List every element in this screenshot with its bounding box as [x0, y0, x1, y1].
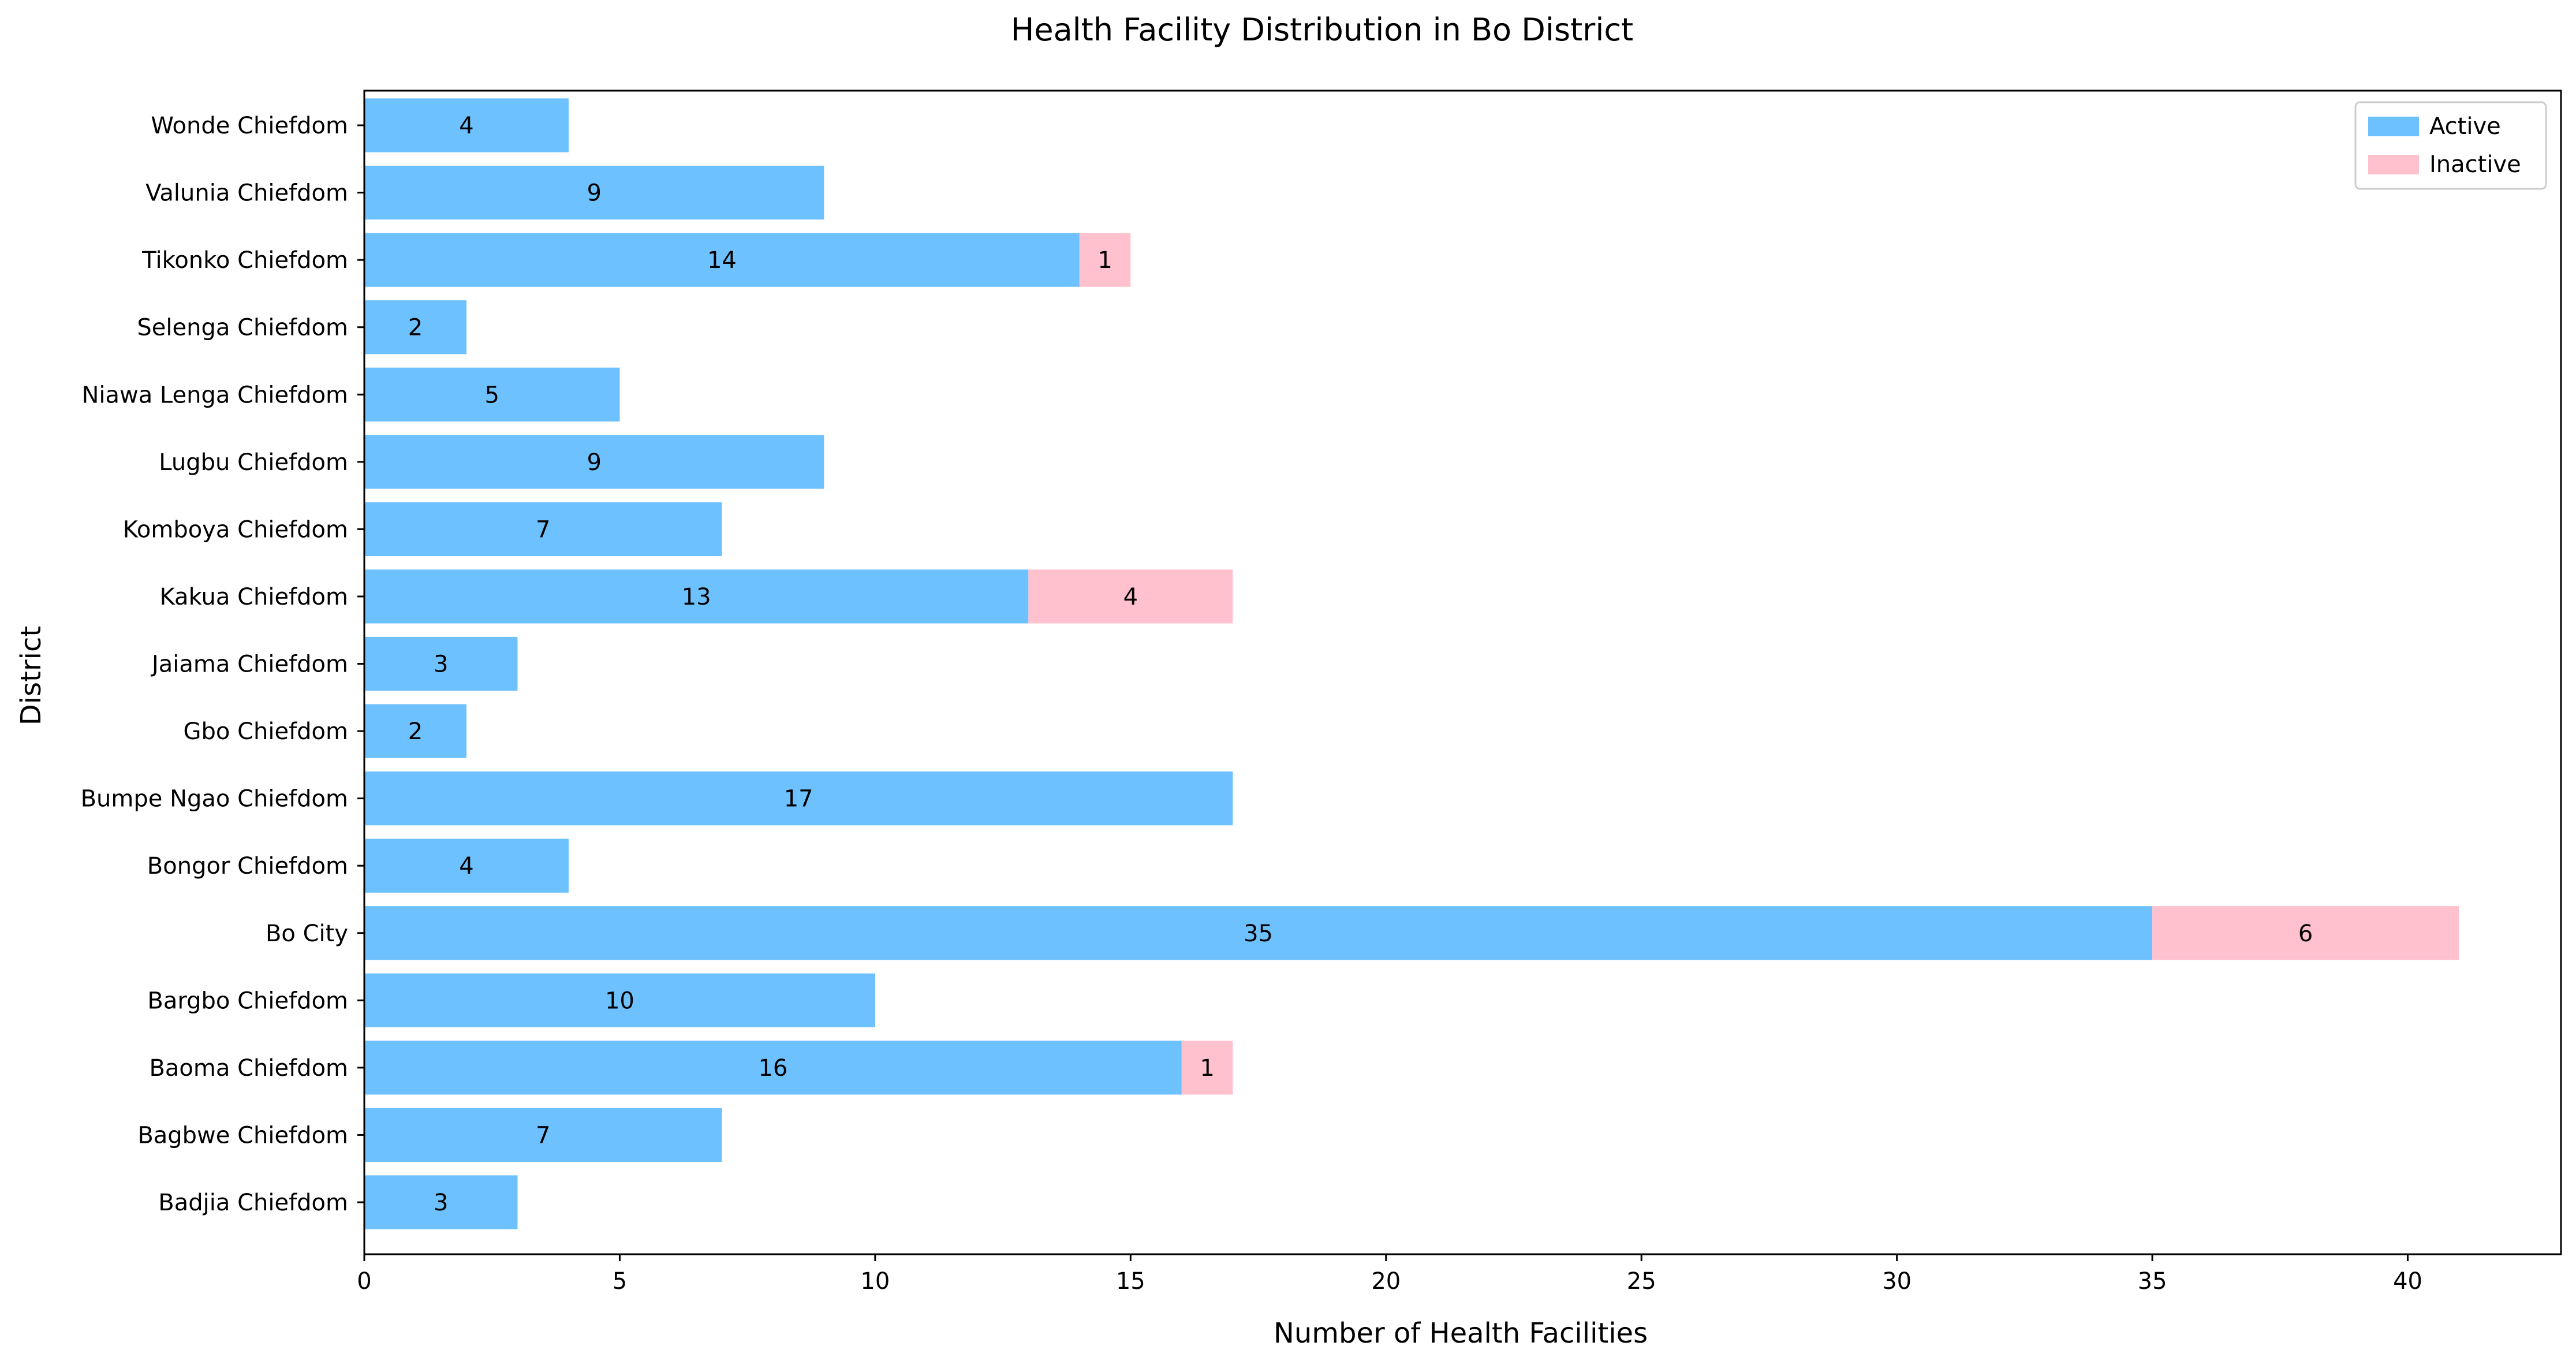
bar-value-label-active-wonde-chiefdom: 4 — [459, 113, 473, 139]
bar-value-label-active-bumpe-ngao-chiefdom: 17 — [784, 786, 813, 812]
bar-inactive-kakua-chiefdom — [1028, 569, 1233, 624]
legend: Active Inactive — [2354, 101, 2547, 190]
bar-active-komboya-chiefdom — [364, 502, 722, 556]
bar-active-badjia-chiefdom — [364, 1175, 518, 1229]
y-tick-label: Bo City — [266, 920, 348, 947]
x-tick-label: 35 — [2138, 1268, 2167, 1295]
bar-value-label-active-bargbo-chiefdom: 10 — [605, 987, 634, 1014]
chart-title: Health Facility Distribution in Bo Distr… — [1011, 12, 1633, 48]
y-tick-label: Bongor Chiefdom — [147, 853, 348, 879]
x-tick-label: 30 — [1882, 1268, 1912, 1295]
bar-value-label-active-komboya-chiefdom: 7 — [536, 516, 550, 543]
x-axis-ticks: 0 5 10 15 20 25 30 35 40 — [357, 1254, 2422, 1295]
bar-active-bumpe-ngao-chiefdom — [364, 771, 1233, 826]
bar-value-labels: 3 7 16 1 10 35 6 4 17 2 3 13 4 7 9 5 2 14 1 9 4 — [408, 113, 2313, 1216]
bar-active-bargbo-chiefdom — [364, 973, 875, 1027]
bar-value-label-inactive-kakua-chiefdom: 4 — [1123, 584, 1138, 610]
x-axis-label: Number of Health Facilities — [1274, 1317, 1648, 1350]
legend-swatch-inactive — [2368, 155, 2419, 174]
bar-active-bagbwe-chiefdom — [364, 1108, 722, 1162]
y-tick-label: Komboya Chiefdom — [123, 516, 348, 543]
bar-inactive-tikonko-chiefdom — [1079, 233, 1131, 287]
y-tick-label: Wonde Chiefdom — [151, 113, 348, 139]
bar-active-niawa-lenga-chiefdom — [364, 367, 620, 422]
y-axis-label: District — [15, 626, 47, 725]
bar-active-valunia-chiefdom — [364, 165, 824, 220]
y-axis-ticks: Badjia Chiefdom Bagbwe Chiefdom Baoma Chie… — [81, 113, 364, 1216]
bar-value-label-inactive-tikonko-chiefdom: 1 — [1097, 247, 1112, 274]
y-tick-label: Selenga Chiefdom — [137, 315, 348, 341]
bar-active-bo-city — [364, 906, 2153, 960]
bar-value-label-inactive-bo-city: 6 — [2298, 920, 2313, 947]
bar-value-label-active-bagbwe-chiefdom: 7 — [536, 1122, 550, 1149]
bar-value-label-active-tikonko-chiefdom: 14 — [707, 247, 737, 274]
bar-active-wonde-chiefdom — [364, 98, 569, 152]
legend-swatch-active — [2368, 117, 2419, 136]
y-tick-label: Baoma Chiefdom — [149, 1055, 348, 1082]
x-tick-label: 15 — [1116, 1268, 1145, 1295]
bar-value-label-active-kakua-chiefdom: 13 — [682, 584, 711, 610]
bar-value-label-active-lugbu-chiefdom: 9 — [587, 449, 601, 476]
bar-value-label-inactive-baoma-chiefdom: 1 — [1200, 1055, 1214, 1082]
x-tick-label: 5 — [613, 1268, 627, 1295]
legend-label-active: Active — [2429, 113, 2501, 140]
bar-value-label-active-gbo-chiefdom: 2 — [408, 718, 423, 745]
bar-value-label-active-jaiama-chiefdom: 3 — [434, 651, 448, 678]
y-tick-label: Tikonko Chiefdom — [141, 247, 348, 274]
bar-active-tikonko-chiefdom — [364, 233, 1080, 287]
y-tick-label: Jaiama Chiefdom — [150, 651, 348, 678]
y-tick-label: Valunia Chiefdom — [145, 180, 348, 207]
bar-active-gbo-chiefdom — [364, 704, 466, 758]
y-tick-label: Bumpe Ngao Chiefdom — [81, 786, 348, 812]
x-tick-label: 10 — [860, 1268, 890, 1295]
y-tick-label: Bargbo Chiefdom — [147, 987, 348, 1014]
bar-inactive-bo-city — [2152, 906, 2459, 960]
x-tick-label: 40 — [2393, 1268, 2422, 1295]
legend-label-inactive: Inactive — [2429, 151, 2521, 178]
x-tick-label: 20 — [1371, 1268, 1401, 1295]
bar-active-kakua-chiefdom — [364, 569, 1029, 624]
plot-area-frame — [363, 90, 2562, 1255]
y-tick-label: Niawa Lenga Chiefdom — [81, 382, 348, 408]
bars-layer — [364, 98, 2459, 1229]
bar-active-lugbu-chiefdom — [364, 435, 824, 489]
bar-value-label-active-bo-city: 35 — [1244, 920, 1273, 947]
bar-value-label-active-niawa-lenga-chiefdom: 5 — [484, 382, 499, 408]
bar-value-label-active-bongor-chiefdom: 4 — [459, 853, 473, 879]
bar-active-jaiama-chiefdom — [364, 636, 518, 691]
y-tick-label: Bagbwe Chiefdom — [137, 1122, 348, 1149]
y-tick-label: Kakua Chiefdom — [160, 584, 348, 610]
bar-active-bongor-chiefdom — [364, 838, 569, 893]
x-tick-label: 0 — [357, 1268, 371, 1295]
bar-value-label-active-selenga-chiefdom: 2 — [408, 315, 423, 341]
bar-active-baoma-chiefdom — [364, 1041, 1182, 1095]
y-tick-label: Gbo Chiefdom — [184, 718, 349, 745]
bar-value-label-active-valunia-chiefdom: 9 — [587, 180, 601, 207]
bar-inactive-baoma-chiefdom — [1181, 1041, 1233, 1095]
x-tick-label: 25 — [1627, 1268, 1656, 1295]
bar-value-label-active-badjia-chiefdom: 3 — [434, 1190, 448, 1216]
y-tick-label: Lugbu Chiefdom — [159, 449, 348, 476]
y-tick-label: Badjia Chiefdom — [158, 1190, 348, 1216]
bar-value-label-active-baoma-chiefdom: 16 — [758, 1055, 787, 1082]
bar-active-selenga-chiefdom — [364, 300, 466, 355]
